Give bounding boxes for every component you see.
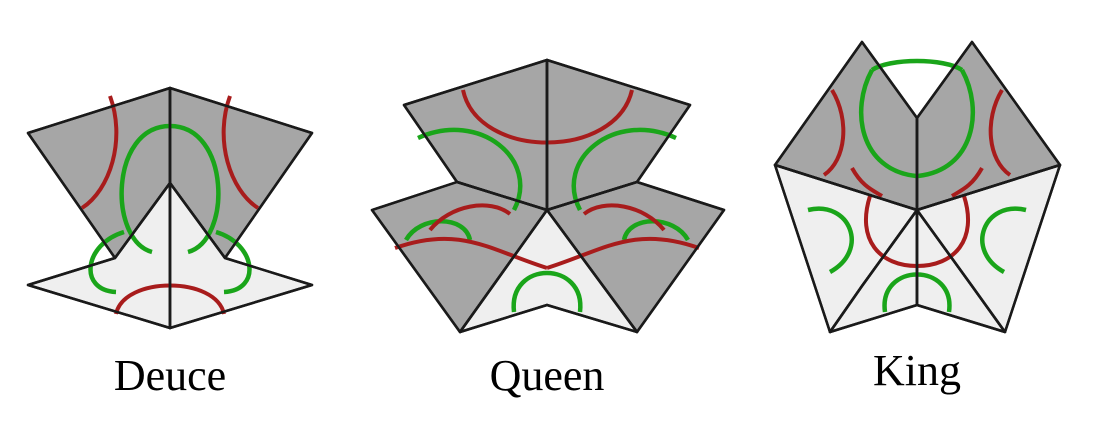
caption-king: King bbox=[873, 346, 961, 395]
caption-deuce: Deuce bbox=[114, 351, 226, 400]
queen-figure bbox=[370, 58, 726, 334]
king-figure bbox=[773, 40, 1062, 334]
deuce-figure bbox=[26, 86, 314, 330]
tile-outline bbox=[168, 181, 314, 330]
tile-outline bbox=[458, 208, 639, 334]
caption-queen: Queen bbox=[490, 351, 605, 400]
tile-outline bbox=[915, 163, 1062, 334]
